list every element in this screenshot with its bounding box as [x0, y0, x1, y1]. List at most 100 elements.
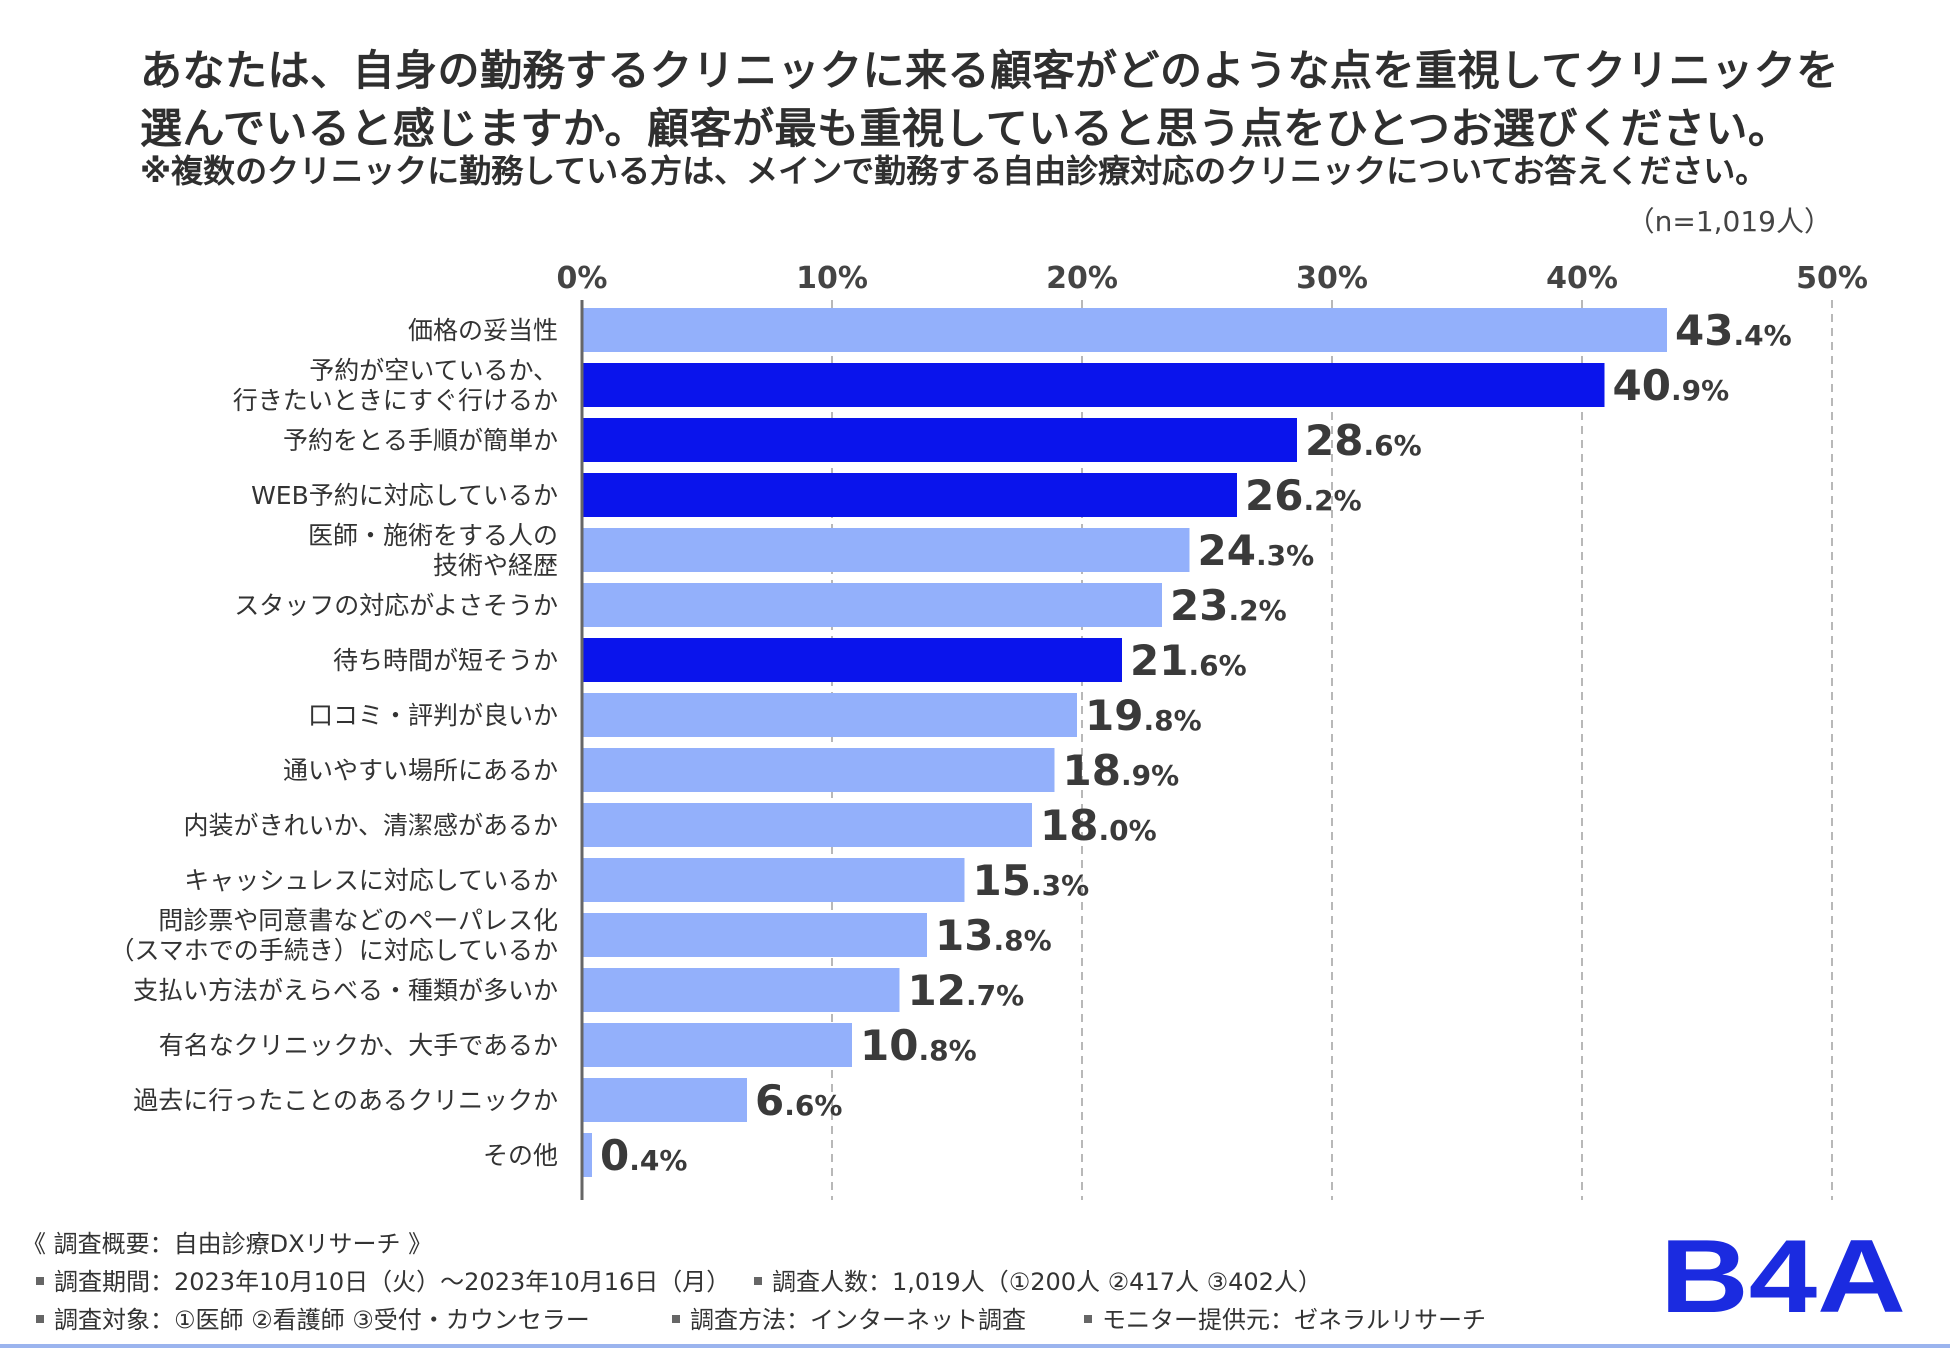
- bar: [582, 858, 965, 902]
- bar: [582, 308, 1667, 352]
- value-label: 12.7%: [908, 966, 1025, 1015]
- x-tick-label: 10%: [796, 261, 868, 296]
- value-label: 18.9%: [1063, 746, 1180, 795]
- survey-count: 調査人数：1,019人（①200人 ②417人 ③402人）: [772, 1268, 1322, 1296]
- value-label-decimal: .3%: [1256, 539, 1314, 572]
- bar: [582, 803, 1032, 847]
- category-label: 待ち時間が短そうか: [333, 646, 558, 675]
- value-label-integer: 28: [1305, 416, 1363, 465]
- value-label: 21.6%: [1130, 636, 1247, 685]
- category-label: 支払い方法がえらべる・種類が多いか: [133, 976, 558, 1005]
- bar: [582, 693, 1077, 737]
- value-label: 23.2%: [1170, 581, 1287, 630]
- value-label-integer: 10: [860, 1021, 918, 1070]
- bullet-icon: [672, 1315, 680, 1323]
- x-tick-label: 0%: [557, 261, 608, 296]
- value-label-integer: 15: [973, 856, 1031, 905]
- value-label: 26.2%: [1245, 471, 1362, 520]
- survey-provider: モニター提供元：ゼネラルリサーチ: [1102, 1306, 1486, 1334]
- value-label-integer: 18: [1063, 746, 1121, 795]
- value-label-integer: 40: [1613, 361, 1671, 410]
- category-label: スタッフの対応がよさそうか: [234, 591, 558, 620]
- value-label-decimal: .4%: [1733, 319, 1791, 352]
- value-label-decimal: .8%: [1143, 704, 1201, 737]
- category-label: その他: [483, 1141, 558, 1170]
- value-label-decimal: .8%: [993, 924, 1051, 957]
- value-label: 18.0%: [1040, 801, 1157, 850]
- value-label-integer: 18: [1040, 801, 1098, 850]
- bar: [582, 638, 1122, 682]
- bar: [582, 1133, 592, 1177]
- bullet-icon: [36, 1277, 44, 1285]
- value-label-decimal: .2%: [1228, 594, 1286, 627]
- bar: [582, 1023, 852, 1067]
- bullet-icon: [1084, 1315, 1092, 1323]
- chart-note: ※複数のクリニックに勤務している方は、メインで勤務する自由診療対応のクリニックに…: [140, 152, 1768, 190]
- category-label: 予約が空いているか、: [309, 356, 558, 385]
- value-label-integer: 6: [755, 1076, 784, 1125]
- x-tick-label: 50%: [1796, 261, 1868, 296]
- value-label-decimal: .7%: [966, 979, 1024, 1012]
- survey-target-row: 調査対象：①医師 ②看護師 ③受付・カウンセラー: [36, 1300, 590, 1335]
- bullet-icon: [754, 1277, 762, 1285]
- value-label: 0.4%: [600, 1131, 687, 1180]
- bottom-rule: [0, 1344, 1950, 1348]
- b4a-logo: B4A: [1660, 1228, 1906, 1320]
- bar: [582, 913, 927, 957]
- logo-text: B4A: [1660, 1228, 1906, 1320]
- value-label-decimal: .8%: [918, 1034, 976, 1067]
- x-tick-label: 20%: [1046, 261, 1118, 296]
- bar: [582, 748, 1055, 792]
- category-label: 技術や経歴: [433, 551, 558, 580]
- category-label: （スマホでの手続き）に対応しているか: [109, 936, 558, 965]
- value-label-integer: 26: [1245, 471, 1303, 520]
- title-line-2: 選んでいると感じますか。顧客が最も重視していると思う点をひとつお選びください。: [140, 104, 1791, 153]
- chart-title: あなたは、自身の勤務するクリニックに来る顧客がどのような点を重視してクリニックを…: [140, 42, 1900, 158]
- category-label: 予約をとる手順が簡単か: [283, 426, 558, 455]
- value-label: 10.8%: [860, 1021, 977, 1070]
- value-label-integer: 43: [1675, 306, 1733, 355]
- bar: [582, 418, 1297, 462]
- survey-period-row: 調査期間：2023年10月10日（火）〜2023年10月16日（月）: [36, 1262, 730, 1297]
- value-label: 19.8%: [1085, 691, 1202, 740]
- bar: [582, 968, 900, 1012]
- survey-provider-row: モニター提供元：ゼネラルリサーチ: [1084, 1300, 1486, 1335]
- survey-method-row: 調査方法：インターネット調査: [672, 1300, 1026, 1335]
- bar: [582, 473, 1237, 517]
- value-label: 40.9%: [1613, 361, 1730, 410]
- category-label: 価格の妥当性: [408, 316, 558, 345]
- value-label-integer: 13: [935, 911, 993, 960]
- value-label-decimal: .6%: [1188, 649, 1246, 682]
- value-label-integer: 21: [1130, 636, 1188, 685]
- survey-heading: 《 調査概要：自由診療DXリサーチ 》: [22, 1230, 433, 1258]
- category-label: 内装がきれいか、清潔感があるか: [183, 811, 558, 840]
- bullet-icon: [36, 1315, 44, 1323]
- value-label-integer: 19: [1085, 691, 1143, 740]
- bar: [582, 528, 1190, 572]
- title-line-1: あなたは、自身の勤務するクリニックに来る顧客がどのような点を重視してクリニックを: [140, 46, 1839, 95]
- sample-size: （n=1,019人）: [1626, 205, 1832, 238]
- category-label: 口コミ・評判が良いか: [308, 701, 558, 730]
- value-label-decimal: .2%: [1303, 484, 1361, 517]
- survey-target: 調査対象：①医師 ②看護師 ③受付・カウンセラー: [54, 1306, 590, 1334]
- x-tick-label: 30%: [1296, 261, 1368, 296]
- value-label-decimal: .6%: [1363, 429, 1421, 462]
- survey-count-row: 調査人数：1,019人（①200人 ②417人 ③402人）: [754, 1262, 1322, 1297]
- value-label-decimal: .3%: [1031, 869, 1089, 902]
- value-label-integer: 24: [1198, 526, 1256, 575]
- value-label-integer: 23: [1170, 581, 1228, 630]
- category-label: 通いやすい場所にあるか: [283, 756, 558, 785]
- value-label-decimal: .9%: [1671, 374, 1729, 407]
- category-label: 問診票や同意書などのペーパレス化: [158, 906, 558, 935]
- category-label: 行きたいときにすぐ行けるか: [233, 386, 558, 415]
- bar-chart: 0% 10% 20% 30% 40% 50%価格の妥当性 43.4%予約が空いているか、行き…: [109, 261, 1868, 1200]
- bar: [582, 1078, 747, 1122]
- value-label-integer: 0: [600, 1131, 629, 1180]
- category-label: キャッシュレスに対応しているか: [184, 866, 558, 895]
- value-label-decimal: .0%: [1098, 814, 1156, 847]
- value-label-decimal: .9%: [1121, 759, 1179, 792]
- value-label-decimal: .4%: [629, 1144, 687, 1177]
- value-label: 28.6%: [1305, 416, 1422, 465]
- category-label: WEB予約に対応しているか: [251, 481, 558, 510]
- value-label: 43.4%: [1675, 306, 1792, 355]
